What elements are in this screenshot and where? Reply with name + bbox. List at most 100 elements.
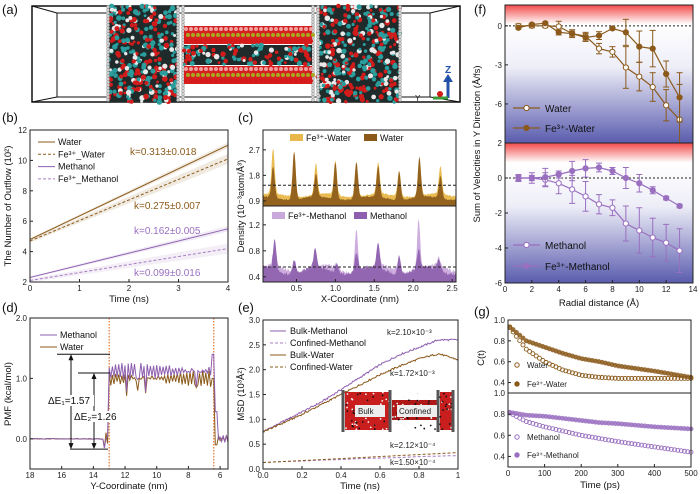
data-point <box>569 167 576 175</box>
molecule <box>130 42 134 46</box>
molecule <box>182 48 187 53</box>
data-point <box>676 202 683 210</box>
inset-wall <box>451 390 455 432</box>
pore-wall-atom <box>239 39 243 43</box>
wall-atom <box>311 5 315 9</box>
wall-atom <box>106 83 110 87</box>
wall-atom <box>311 14 315 18</box>
inset-wall <box>341 390 345 432</box>
data-point <box>663 239 670 246</box>
inset-atom <box>379 417 382 420</box>
molecule <box>169 64 176 70</box>
molecule <box>211 47 216 53</box>
molecule <box>367 73 374 79</box>
molecule <box>136 77 141 82</box>
b-y-tick-label: 6 <box>23 217 28 226</box>
molecule <box>169 78 174 83</box>
molecule <box>133 26 138 31</box>
molecule <box>293 52 297 56</box>
legend-marker-Methanol <box>523 241 530 249</box>
inset-atom <box>414 402 417 405</box>
data-point <box>543 424 549 430</box>
series-line-Water <box>29 144 229 240</box>
data-point <box>616 439 621 445</box>
pore-wall-atom <box>239 67 243 71</box>
data-point <box>658 375 664 381</box>
molecule <box>113 20 117 25</box>
molecule <box>352 90 358 96</box>
molecule <box>109 3 115 9</box>
e-y-tick-label: 3.0 <box>249 316 261 325</box>
data-point <box>652 375 658 381</box>
pore-wall-atom <box>206 33 210 37</box>
molecule <box>324 77 329 82</box>
wall-atom <box>176 14 180 18</box>
pore-wall-atom <box>199 67 203 71</box>
legend-swatch-fe-water <box>290 134 303 141</box>
wall-atom <box>316 92 320 96</box>
wall-atom <box>398 98 402 102</box>
data-point <box>555 171 562 178</box>
legend-marker-Fe³⁺-Water <box>514 381 520 387</box>
data-point <box>606 375 612 381</box>
wall-atom <box>311 89 315 93</box>
b-y-tick-label: 12 <box>18 126 27 135</box>
molecule <box>152 47 157 52</box>
inset-atom <box>420 424 422 427</box>
molecule <box>374 5 378 9</box>
molecule <box>363 58 369 64</box>
legend-label-2: Bulk-Water <box>290 350 334 360</box>
data-point <box>515 24 522 31</box>
molecule <box>379 59 383 63</box>
inset-atom <box>408 422 411 425</box>
pore-wall-atom <box>214 67 218 71</box>
molecule <box>330 51 335 57</box>
wall-atom <box>176 98 180 102</box>
molecule <box>371 77 377 82</box>
molecule <box>268 59 272 63</box>
wall-atom <box>176 23 180 27</box>
data-point <box>668 446 674 452</box>
data-point <box>537 355 542 361</box>
molecule <box>115 60 119 64</box>
molecule <box>393 43 397 47</box>
molecule <box>148 34 153 39</box>
molecule <box>387 95 393 101</box>
molecule <box>321 62 327 68</box>
data-point <box>589 374 595 379</box>
molecule <box>233 48 239 54</box>
molecule <box>144 37 150 43</box>
f-x-tick-label: 12 <box>662 285 671 294</box>
pore-wall-atom <box>259 27 263 31</box>
wall-atom <box>316 32 320 36</box>
molecule <box>157 34 162 39</box>
pore-wall-atom <box>296 33 300 37</box>
wall-atom <box>398 74 402 78</box>
molecule <box>112 67 118 73</box>
pore-wall-atom <box>206 73 210 77</box>
molecule <box>361 72 366 77</box>
inset-atom <box>385 398 388 401</box>
molecule <box>337 21 343 27</box>
b-x-tick-label: 2 <box>127 284 132 293</box>
pore-wall-atom <box>259 39 263 43</box>
c-x-tick-label: 2.5 <box>447 284 459 293</box>
inset-atom <box>448 403 451 406</box>
wall-atom <box>176 20 180 24</box>
molecule <box>169 39 174 44</box>
pore-wall-atom <box>219 79 223 83</box>
pore-wall-atom <box>224 79 228 83</box>
molecule <box>338 84 343 90</box>
data-point <box>609 48 616 55</box>
pore-wall-atom <box>304 27 308 31</box>
legend-label-0: Methanol <box>60 330 97 340</box>
legend-label-Fe³⁺-Methanol: Fe³⁺-Methanol <box>527 451 579 460</box>
molecule <box>379 14 384 19</box>
molecule <box>364 75 369 80</box>
pore-wall-atom <box>249 39 253 43</box>
data-point <box>517 338 523 344</box>
f-x-tick-label: 6 <box>583 285 588 294</box>
molecule <box>128 6 133 12</box>
pore-wall-atom <box>204 39 208 43</box>
pore-wall-atom <box>241 33 245 37</box>
